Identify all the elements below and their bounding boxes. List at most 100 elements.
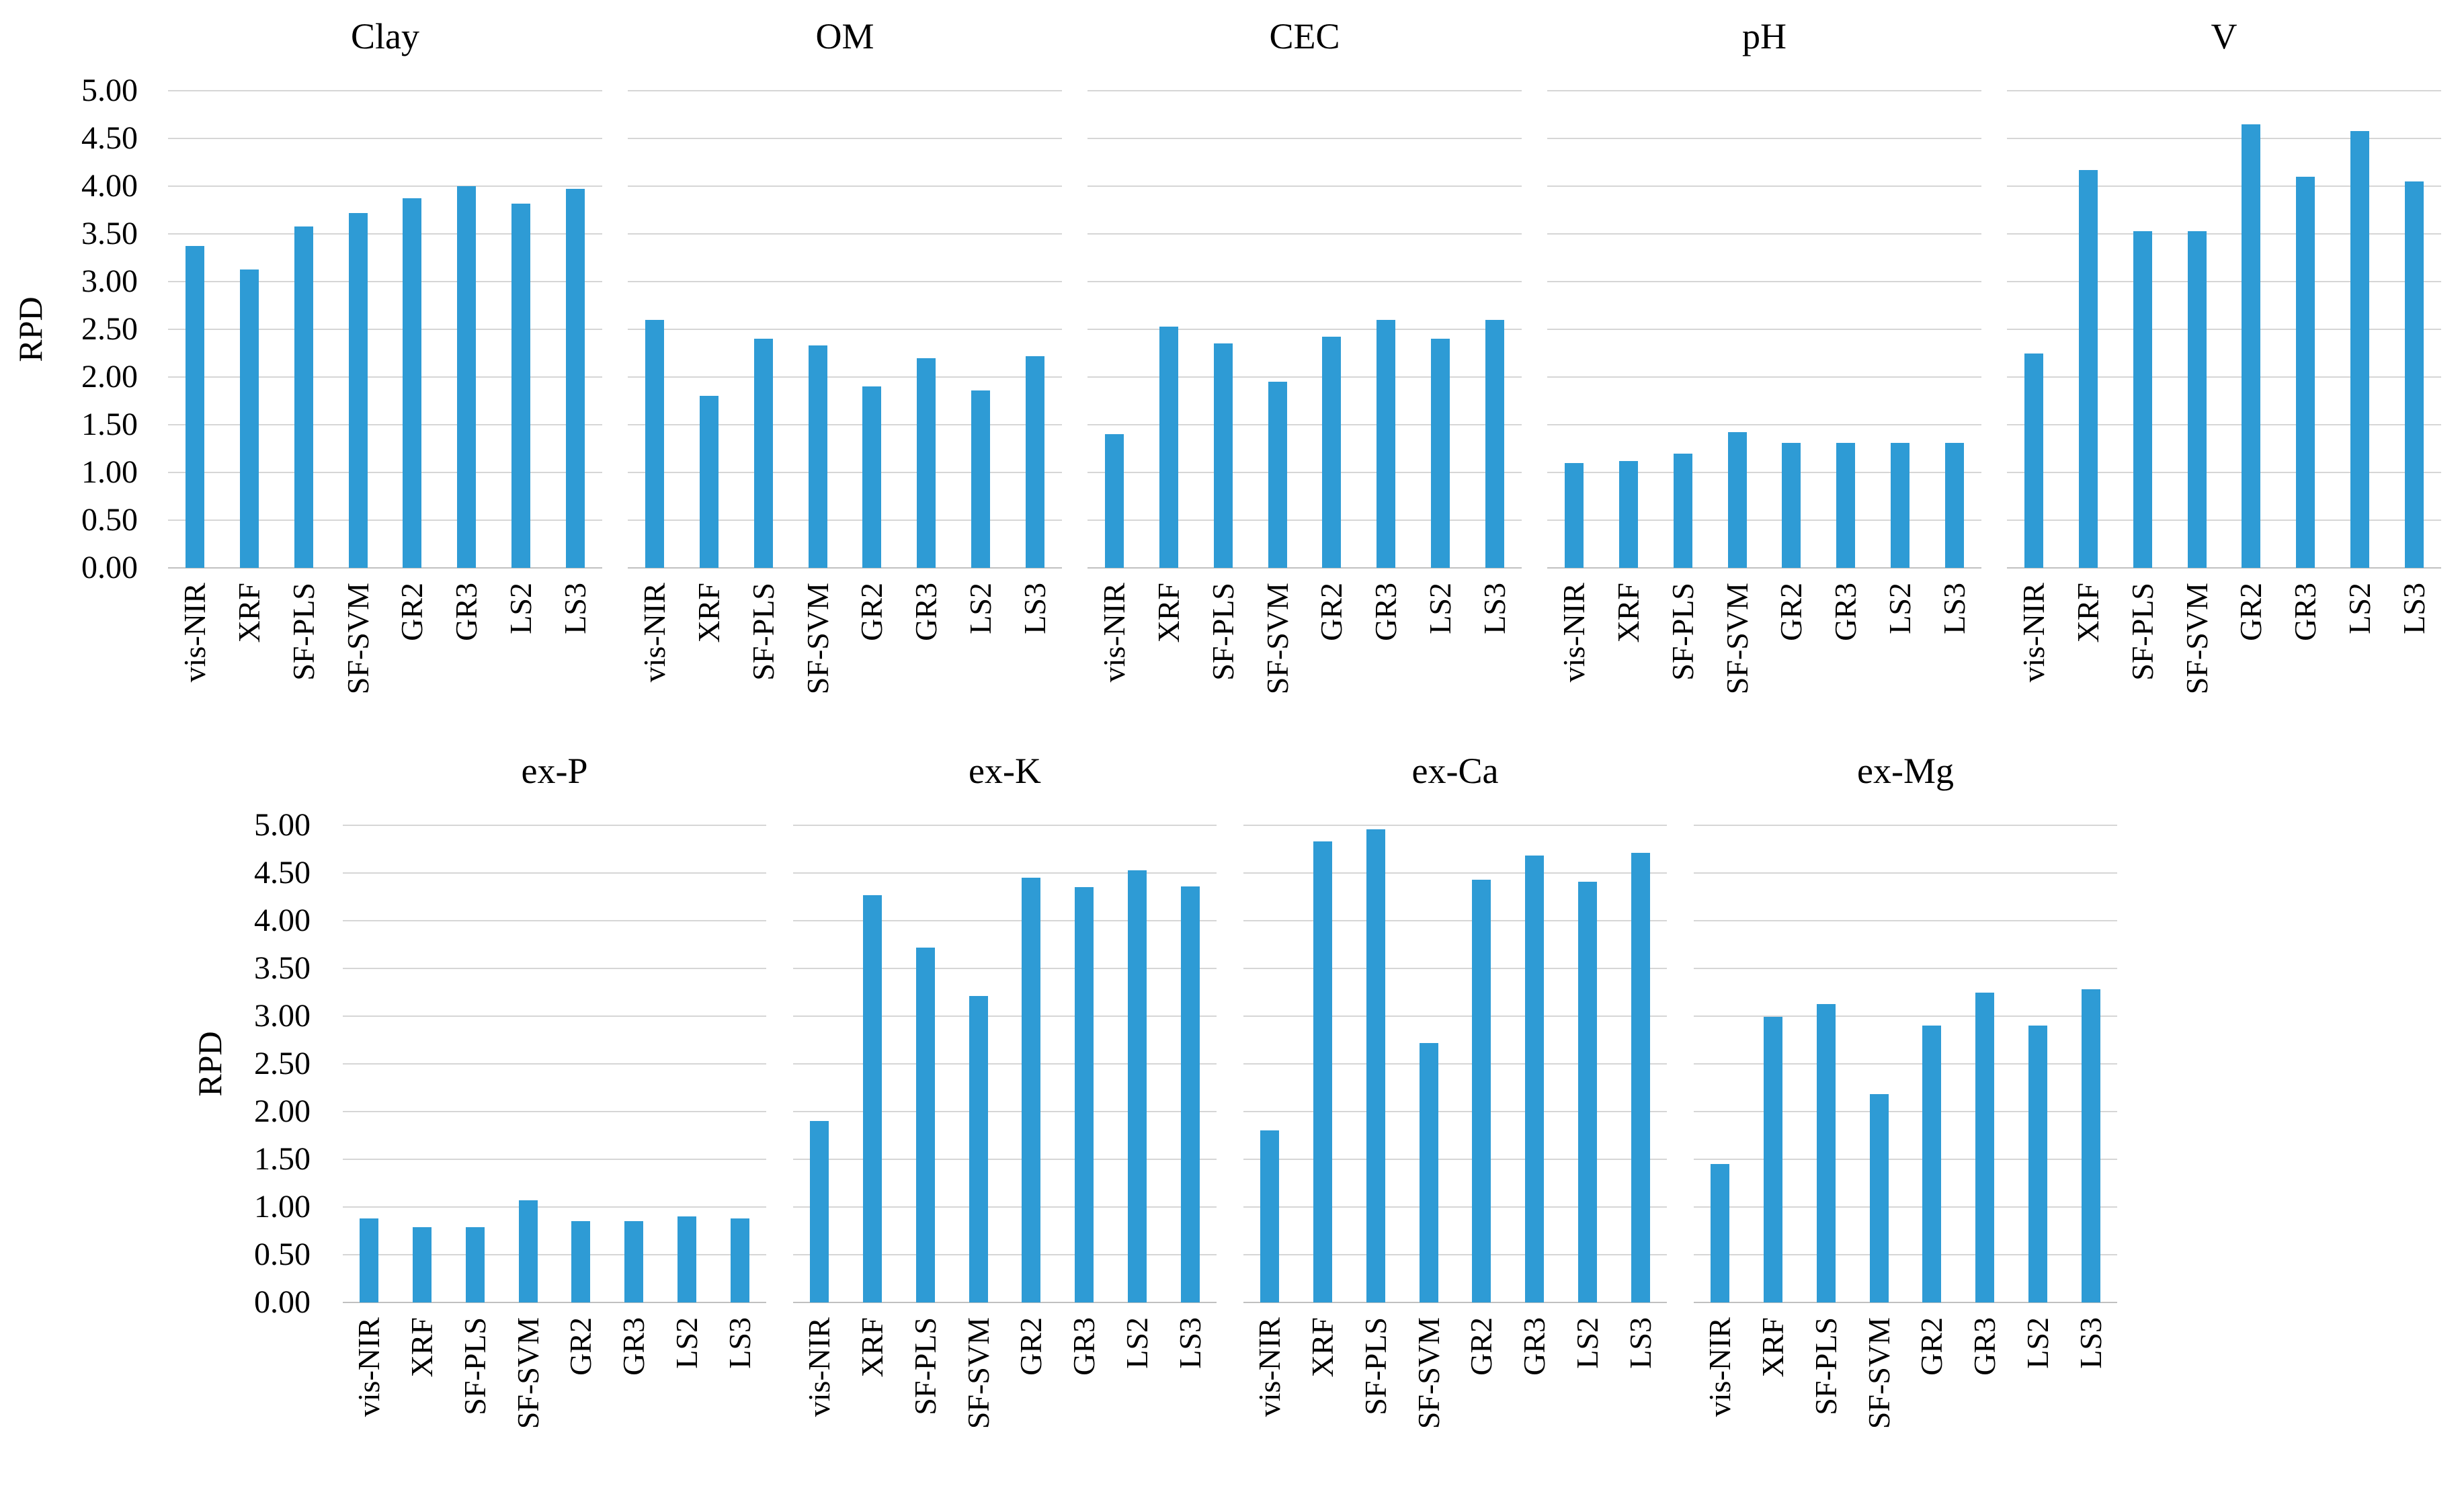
y-tick-label: 3.50 bbox=[254, 950, 311, 986]
y-tick-label: 0.00 bbox=[81, 550, 138, 585]
y-tick-label: 5.00 bbox=[254, 807, 311, 843]
gridline bbox=[628, 520, 1062, 521]
gridline bbox=[628, 138, 1062, 139]
bar-ex-K-XRF bbox=[863, 895, 882, 1302]
gridline bbox=[1243, 1015, 1667, 1017]
bar-ex-K-SF-PLS bbox=[915, 947, 935, 1302]
x-tick-label-LS2: LS2 bbox=[962, 583, 997, 634]
bar-ex-Mg-LS2 bbox=[2028, 1026, 2047, 1302]
bar-V-SF-PLS bbox=[2133, 231, 2152, 568]
bar-ex-P-LS3 bbox=[730, 1218, 749, 1302]
bar-pH-GR2 bbox=[1782, 442, 1801, 568]
y-tick-label: 0.50 bbox=[81, 502, 138, 538]
x-tick-label-XRF: XRF bbox=[405, 1317, 440, 1378]
x-tick-label-LS2: LS2 bbox=[2020, 1317, 2055, 1369]
gridline bbox=[168, 520, 602, 521]
bar-V-SF-SVM bbox=[2187, 231, 2207, 568]
x-tick-label-XRF: XRF bbox=[1756, 1317, 1791, 1378]
bar-V-GR3 bbox=[2296, 176, 2315, 568]
x-tick-label-SF-PLS: SF-PLS bbox=[745, 583, 780, 681]
x-tick-label-LS2: LS2 bbox=[2342, 583, 2377, 634]
bar-OM-vis-NIR bbox=[645, 319, 665, 568]
bar-CEC-SF-PLS bbox=[1213, 343, 1233, 568]
x-axis-line bbox=[628, 567, 1062, 569]
gridline bbox=[168, 424, 602, 425]
x-tick-label-vis-NIR: vis-NIR bbox=[1097, 583, 1132, 683]
x-tick-label-GR3: GR3 bbox=[1828, 583, 1863, 641]
x-tick-label-SF-PLS: SF-PLS bbox=[907, 1317, 942, 1415]
gridline bbox=[1547, 520, 1981, 521]
y-tick-label: 2.50 bbox=[254, 1046, 311, 1081]
bar-ex-Mg-vis-NIR bbox=[1711, 1164, 1730, 1302]
x-tick-label-SF-SVM: SF-SVM bbox=[2179, 583, 2214, 695]
x-tick-label-SF-PLS: SF-PLS bbox=[1205, 583, 1240, 681]
gridline bbox=[343, 872, 766, 874]
x-tick-label-SF-SVM: SF-SVM bbox=[960, 1317, 995, 1429]
bar-CEC-GR2 bbox=[1322, 337, 1342, 568]
gridline bbox=[1243, 1111, 1667, 1112]
x-tick-label-LS2: LS2 bbox=[1119, 1317, 1154, 1369]
x-tick-label-SF-SVM: SF-SVM bbox=[1260, 583, 1295, 695]
gridline bbox=[1547, 329, 1981, 330]
bar-Clay-vis-NIR bbox=[186, 246, 205, 568]
gridline bbox=[1694, 825, 2117, 826]
bar-ex-P-SF-SVM bbox=[518, 1200, 538, 1302]
plot-area-OM bbox=[628, 90, 1062, 569]
y-tick-label: 4.00 bbox=[81, 168, 138, 204]
gridline bbox=[1694, 1111, 2117, 1112]
x-tick-label-LS2: LS2 bbox=[1569, 1317, 1604, 1369]
bar-CEC-GR3 bbox=[1377, 319, 1396, 568]
gridline bbox=[1547, 138, 1981, 139]
x-tick-label-XRF: XRF bbox=[855, 1317, 890, 1378]
gridline bbox=[2007, 472, 2441, 473]
y-tick-label: 1.50 bbox=[254, 1141, 311, 1177]
gridline bbox=[793, 1206, 1217, 1208]
bar-Clay-XRF bbox=[240, 269, 259, 568]
bar-Clay-SF-PLS bbox=[294, 226, 313, 568]
bar-pH-LS2 bbox=[1890, 442, 1909, 568]
x-tick-label-GR3: GR3 bbox=[1067, 1317, 1102, 1376]
gridline bbox=[168, 329, 602, 330]
x-tick-label-SF-SVM: SF-SVM bbox=[1719, 583, 1754, 695]
gridline bbox=[1087, 90, 1522, 91]
x-tick-label-vis-NIR: vis-NIR bbox=[1252, 1317, 1287, 1417]
gridline bbox=[628, 233, 1062, 235]
bar-Clay-LS2 bbox=[511, 203, 530, 568]
x-tick-label-GR2: GR2 bbox=[1774, 583, 1809, 641]
bar-ex-Ca-SF-SVM bbox=[1419, 1042, 1438, 1302]
bar-OM-GR2 bbox=[862, 386, 882, 568]
gridline bbox=[168, 185, 602, 187]
gridline bbox=[2007, 520, 2441, 521]
panel-title-ex-Ca: ex-Ca bbox=[1411, 751, 1499, 791]
panel-title-ex-Mg: ex-Mg bbox=[1857, 751, 1954, 791]
gridline bbox=[1243, 920, 1667, 921]
bar-ex-K-vis-NIR bbox=[810, 1121, 829, 1302]
gridline bbox=[1243, 968, 1667, 969]
bar-ex-Mg-LS3 bbox=[2081, 989, 2100, 1302]
gridline bbox=[168, 90, 602, 91]
gridline bbox=[1694, 920, 2117, 921]
gridline bbox=[1694, 1063, 2117, 1065]
gridline bbox=[1694, 872, 2117, 874]
gridline bbox=[1547, 472, 1981, 473]
gridline bbox=[1087, 233, 1522, 235]
gridline bbox=[793, 825, 1217, 826]
y-tick-label: 3.50 bbox=[81, 216, 138, 251]
bar-CEC-XRF bbox=[1159, 326, 1179, 568]
x-axis-line bbox=[168, 567, 602, 569]
x-tick-label-SF-PLS: SF-PLS bbox=[286, 583, 321, 681]
bar-ex-Mg-GR3 bbox=[1975, 992, 1995, 1302]
gridline bbox=[793, 872, 1217, 874]
bar-ex-K-LS2 bbox=[1127, 870, 1147, 1302]
bar-OM-XRF bbox=[700, 396, 719, 568]
gridline bbox=[628, 281, 1062, 282]
plot-area-pH bbox=[1547, 90, 1981, 569]
gridline bbox=[168, 138, 602, 139]
bar-CEC-LS2 bbox=[1430, 339, 1450, 568]
x-tick-label-SF-SVM: SF-SVM bbox=[1411, 1317, 1446, 1429]
x-tick-label-GR3: GR3 bbox=[1368, 583, 1403, 641]
gridline bbox=[168, 233, 602, 235]
panel-title-V: V bbox=[2211, 16, 2237, 56]
gridline bbox=[1547, 281, 1981, 282]
